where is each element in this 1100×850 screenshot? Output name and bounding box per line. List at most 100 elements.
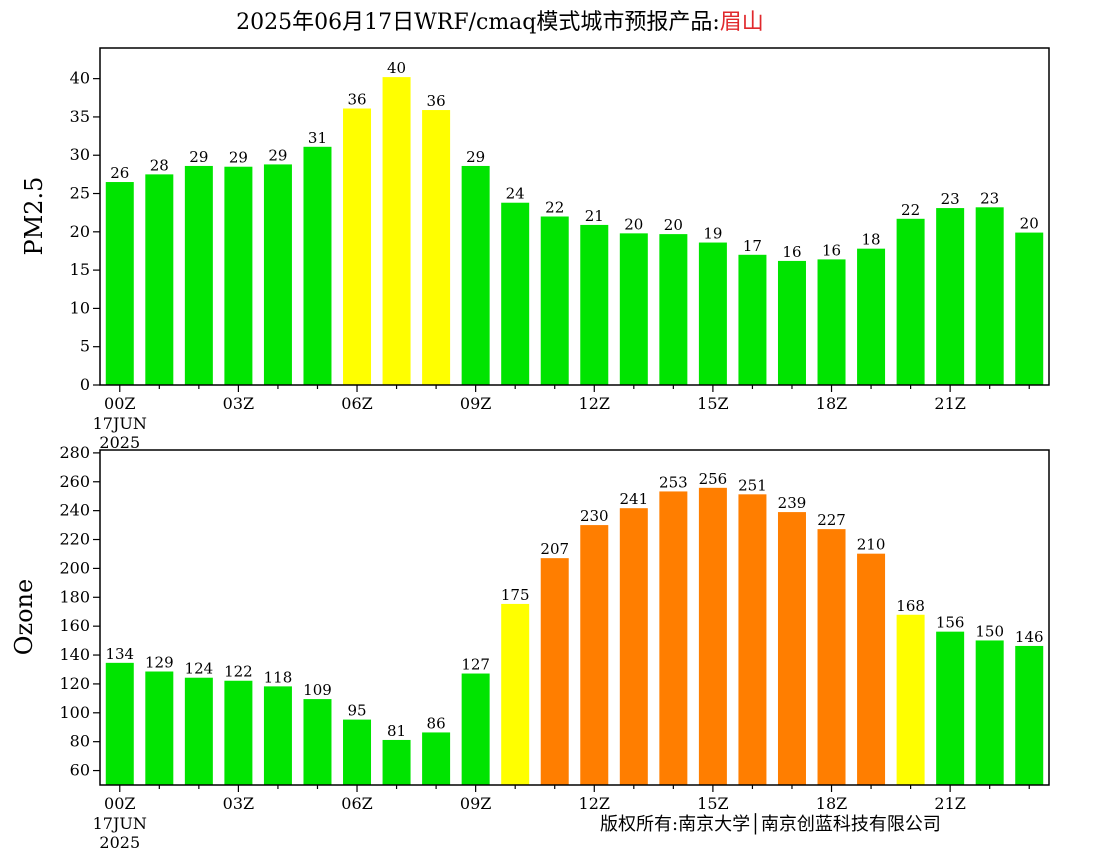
y-tick-label: 140 — [59, 645, 90, 664]
data-label: 22 — [545, 199, 564, 217]
x-tick-label: 12Z — [579, 394, 610, 413]
title-prefix: 2025年06月17日WRF/cmaq模式城市预报产品: — [236, 10, 720, 35]
y-tick-label: 180 — [59, 587, 90, 606]
x-tick-label: 12Z — [579, 794, 610, 813]
y-tick-label: 100 — [59, 703, 90, 722]
bar — [580, 224, 609, 385]
bar — [343, 108, 372, 385]
y-tick-label: 5 — [80, 337, 90, 356]
bar — [817, 529, 846, 785]
bar — [777, 512, 806, 785]
data-label: 40 — [387, 59, 406, 77]
bar — [184, 165, 213, 385]
y-tick-label: 200 — [59, 558, 90, 577]
bar — [422, 732, 451, 785]
data-label: 175 — [501, 586, 530, 604]
bar — [857, 248, 886, 385]
bar — [896, 614, 925, 785]
bar — [145, 671, 174, 785]
y-tick-label: 30 — [70, 145, 90, 164]
data-label: 118 — [264, 668, 293, 686]
chart-title: 2025年06月17日WRF/cmaq模式城市预报产品:眉山 — [0, 4, 1000, 36]
x-tick-label: 03Z — [223, 794, 254, 813]
data-label: 127 — [461, 656, 490, 674]
data-label: 20 — [1020, 215, 1039, 233]
y-tick-label: 15 — [70, 260, 90, 279]
data-label: 20 — [664, 216, 683, 234]
data-label: 29 — [229, 149, 248, 167]
bar — [382, 739, 411, 785]
bar — [619, 233, 648, 385]
x-tick-label: 18Z — [816, 794, 847, 813]
data-label: 28 — [150, 156, 169, 174]
data-label: 81 — [387, 722, 406, 740]
data-label: 251 — [738, 476, 767, 494]
bar — [303, 146, 332, 385]
y-tick-label: 120 — [59, 674, 90, 693]
x-tick-label: 21Z — [934, 794, 965, 813]
data-label: 122 — [224, 663, 253, 681]
x-tick-label: 15Z — [697, 794, 728, 813]
bar — [105, 662, 134, 785]
data-label: 26 — [110, 164, 129, 182]
bar — [145, 174, 174, 385]
bar — [698, 487, 727, 785]
bar — [224, 166, 253, 385]
x-tick-label: 06Z — [341, 394, 372, 413]
y-axis-label: PM2.5 — [20, 177, 48, 256]
bar — [738, 494, 767, 785]
x-year-label: 2025 — [99, 833, 140, 850]
x-tick-label: 03Z — [223, 394, 254, 413]
data-label: 150 — [975, 622, 1004, 640]
bar — [975, 207, 1004, 385]
bar — [501, 202, 530, 385]
data-label: 36 — [427, 92, 446, 110]
plot-frame — [99, 449, 1050, 786]
data-label: 23 — [941, 190, 960, 208]
x-date-label: 17JUN — [93, 414, 147, 433]
bar — [105, 182, 134, 385]
data-label: 29 — [189, 148, 208, 166]
x-tick-label: 06Z — [341, 794, 372, 813]
y-tick-label: 35 — [70, 107, 90, 126]
data-label: 241 — [619, 490, 648, 508]
bar — [540, 558, 569, 785]
y-axis-label: Ozone — [10, 579, 38, 655]
y-tick-label: 60 — [70, 761, 90, 780]
bar — [461, 165, 490, 385]
data-label: 18 — [862, 231, 881, 249]
x-tick-label: 21Z — [934, 394, 965, 413]
bar — [817, 259, 846, 385]
x-tick-label: 09Z — [460, 394, 491, 413]
data-label: 134 — [105, 645, 134, 663]
data-label: 17 — [743, 237, 762, 255]
bar — [659, 234, 688, 385]
plot-frame — [99, 47, 1050, 386]
y-tick-label: 80 — [70, 732, 90, 751]
data-label: 168 — [896, 597, 925, 615]
data-label: 19 — [703, 225, 722, 243]
data-label: 21 — [585, 207, 604, 225]
y-tick-label: 20 — [70, 222, 90, 241]
data-label: 22 — [901, 201, 920, 219]
data-label: 29 — [268, 146, 287, 164]
bar — [263, 686, 292, 785]
data-label: 156 — [936, 614, 965, 632]
data-label: 129 — [145, 654, 174, 672]
data-label: 20 — [624, 215, 643, 233]
bar — [1015, 232, 1044, 385]
x-tick-label: 00Z — [104, 394, 135, 413]
data-label: 36 — [347, 91, 366, 109]
bar — [896, 218, 925, 385]
x-date-label: 17JUN — [93, 814, 147, 833]
bar — [303, 699, 332, 785]
data-label: 146 — [1015, 628, 1044, 646]
bar — [382, 77, 411, 385]
y-tick-label: 10 — [70, 298, 90, 317]
bar — [580, 525, 609, 785]
bar — [343, 719, 372, 785]
x-tick-label: 09Z — [460, 794, 491, 813]
bar — [698, 242, 727, 385]
x-tick-label: 00Z — [104, 794, 135, 813]
